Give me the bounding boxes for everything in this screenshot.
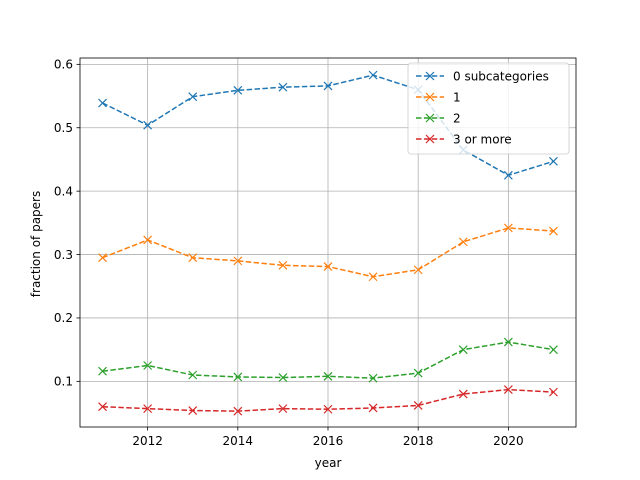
data-point [143,235,153,245]
x-axis: 2012 2014 2016 2018 2020 [132,427,524,448]
data-point [98,98,107,108]
legend: 0 subcategories 1 2 3 or more [407,62,570,155]
x-tick-label: 2020 [493,434,524,448]
data-point [503,385,513,395]
legend-marker [425,92,435,102]
data-point [233,406,243,416]
legend-label: 3 or more [453,132,512,146]
y-tick-label: 0.4 [54,184,73,198]
data-point [278,373,288,382]
data-point [233,372,243,382]
data-point [368,373,378,383]
data-point [278,82,288,92]
data-point [549,156,558,166]
data-point [98,253,107,263]
data-point [549,387,558,397]
legend-item: 3 or more [416,132,512,146]
data-point [278,260,288,270]
legend-marker [425,134,435,144]
legend-label: 1 [453,90,461,104]
data-point [549,226,558,236]
data-point [323,81,333,91]
legend-marker [425,71,435,81]
data-point [233,256,243,266]
series-1 [98,223,558,282]
series-line [102,341,554,379]
data-point [368,70,378,80]
x-tick-label: 2014 [223,434,254,448]
data-point [503,223,513,233]
data-point [278,404,288,414]
x-tick-label: 2016 [313,434,344,448]
y-tick-label: 0.1 [54,375,73,389]
series-3 [98,385,558,416]
data-point [323,262,333,272]
data-point [458,237,468,247]
data-point [188,406,198,415]
data-point [143,120,153,130]
legend-label: 2 [453,111,461,125]
legend-marker [425,113,435,123]
x-tick-label: 2018 [403,434,434,448]
data-point [143,361,153,370]
data-point [188,92,198,102]
data-point [188,253,198,263]
data-point [143,404,153,414]
data-point [413,368,423,378]
y-axis: 0.1 0.2 0.3 0.4 0.5 0.6 [54,58,80,389]
x-tick-label: 2012 [132,434,163,448]
y-tick-label: 0.6 [54,58,73,72]
series-layer [98,70,558,416]
data-point [368,403,378,413]
y-tick-label: 0.2 [54,311,73,325]
legend-label: 0 subcategories [453,69,549,83]
data-point [368,272,378,282]
data-point [188,370,198,380]
data-point [458,389,468,399]
data-point [98,366,107,376]
data-point [233,85,243,95]
data-point [503,170,513,180]
data-point [98,402,107,412]
data-point [503,337,513,347]
data-point [413,401,423,410]
data-point [323,404,333,414]
legend-box [407,62,570,155]
x-axis-label: year [315,456,342,470]
y-tick-label: 0.5 [54,121,73,135]
legend-item: 0 subcategories [416,69,549,83]
data-point [458,345,468,355]
data-point [413,265,423,275]
y-tick-label: 0.3 [54,248,73,262]
legend-item: 2 [416,111,461,125]
data-point [323,371,333,381]
data-point [549,345,558,355]
series-2 [98,337,558,383]
y-axis-label: fraction of papers [29,191,43,297]
legend-item: 1 [416,90,461,104]
